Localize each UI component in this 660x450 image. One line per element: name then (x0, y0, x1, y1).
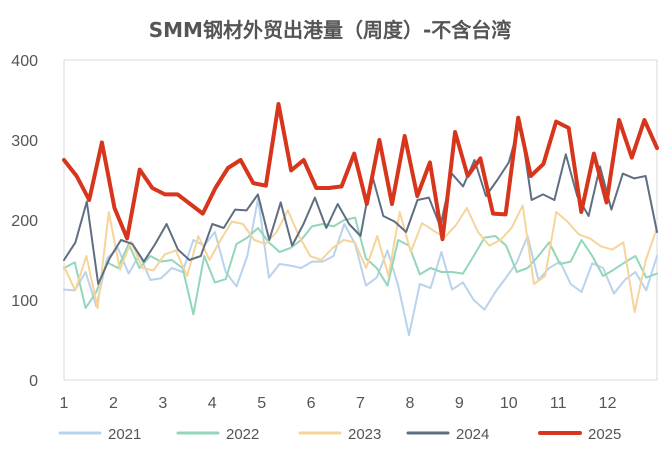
x-axis-ticks: 1 2 3 4 5 6 7 8 9 10 11 12 (60, 395, 617, 412)
legend-label-2024: 2024 (456, 426, 489, 443)
y-axis-ticks: 0 100 200 300 400 (11, 53, 38, 390)
series-line-2021 (63, 197, 658, 337)
x-tick-label: 5 (257, 395, 266, 412)
x-tick-label: 7 (356, 395, 365, 412)
series-line-2023 (63, 204, 658, 313)
x-tick-label: 3 (158, 395, 167, 412)
x-tick-label: 12 (599, 395, 617, 412)
chart-title: SMM钢材外贸出港量（周度）-不含台湾 (149, 18, 512, 42)
x-tick-label: 4 (208, 395, 217, 412)
y-tick-label: 100 (11, 293, 38, 310)
x-tick-label: 1 (60, 395, 69, 412)
x-tick-label: 11 (550, 395, 567, 412)
legend-label-2022: 2022 (226, 426, 259, 443)
legend-label-2025: 2025 (588, 426, 621, 443)
y-tick-label: 300 (11, 133, 38, 150)
x-tick-label: 2 (109, 395, 118, 412)
y-tick-label: 200 (11, 213, 38, 230)
x-tick-label: 6 (307, 395, 316, 412)
series-line-2025 (62, 102, 659, 242)
x-tick-label: 10 (500, 395, 518, 412)
series-line-2022 (63, 216, 658, 316)
series-line-2024 (63, 120, 658, 285)
x-tick-label: 9 (455, 395, 464, 412)
legend: 2021 2022 2023 2024 2025 (58, 426, 621, 443)
x-tick-label: 8 (405, 395, 414, 412)
legend-label-2023: 2023 (348, 426, 381, 443)
series-lines (62, 102, 659, 337)
y-tick-label: 0 (29, 373, 38, 390)
legend-label-2021: 2021 (108, 426, 141, 443)
y-tick-label: 400 (11, 53, 38, 70)
